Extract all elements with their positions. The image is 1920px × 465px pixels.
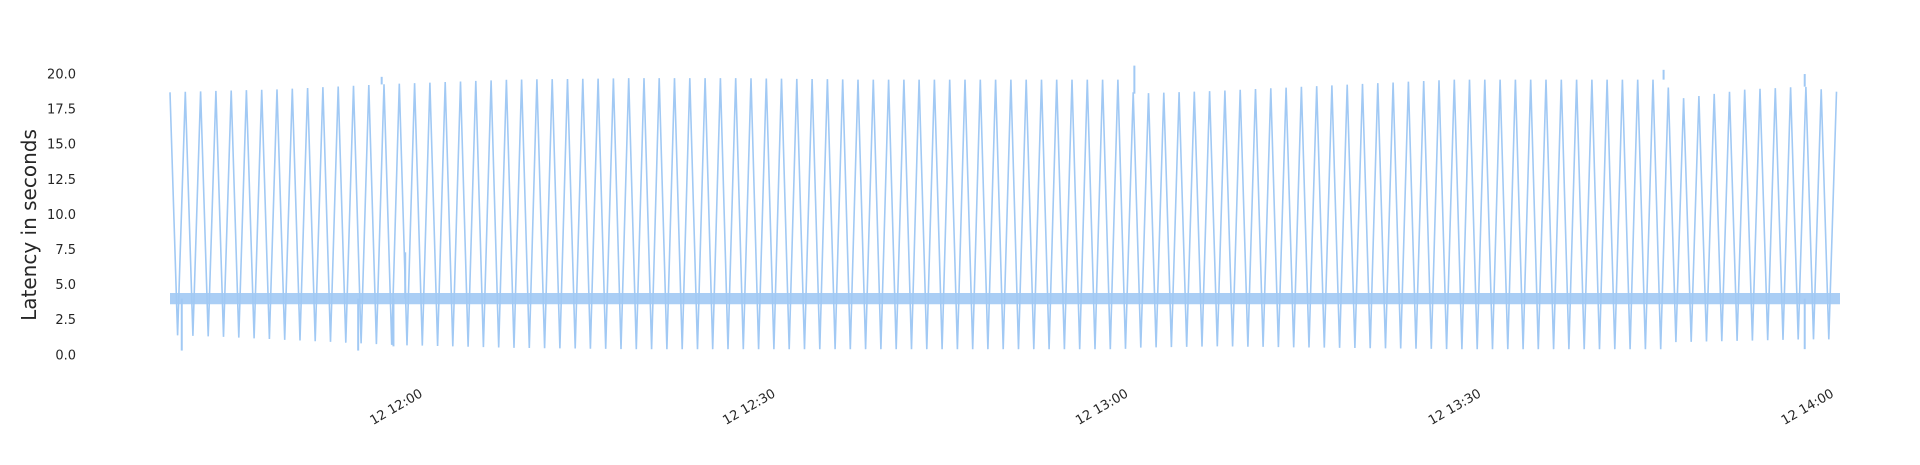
latency-series-line: [169, 78, 1838, 350]
y-tick-label: 2.5: [55, 313, 76, 328]
x-tick-label: 12 14:00: [1779, 386, 1837, 428]
y-tick-label: 20.0: [47, 68, 76, 83]
y-tick-label: 7.5: [55, 243, 76, 258]
y-tick-label: 15.0: [47, 138, 76, 153]
x-tick-label: 12 12:00: [368, 386, 426, 428]
y-tick-label: 17.5: [47, 103, 76, 118]
y-axis-title: Latency in seconds: [17, 129, 41, 321]
y-tick-label: 0.0: [55, 348, 76, 363]
plot-area: [169, 65, 1840, 351]
x-tick-label: 12 13:00: [1073, 386, 1131, 428]
y-axis: 0.0 2.5 5.0 7.5 10.0 12.5 15.0 17.5 20.0: [47, 68, 76, 364]
y-tick-label: 12.5: [47, 173, 76, 188]
x-tick-label: 12 12:30: [720, 386, 778, 428]
x-tick-label: 12 13:30: [1426, 386, 1484, 428]
y-tick-label: 5.0: [55, 278, 76, 293]
y-tick-label: 10.0: [47, 208, 76, 223]
latency-baseline-band: [170, 293, 1840, 305]
x-axis: 12 12:00 12 12:30 12 13:00 12 13:30 12 14:00: [368, 386, 1837, 428]
